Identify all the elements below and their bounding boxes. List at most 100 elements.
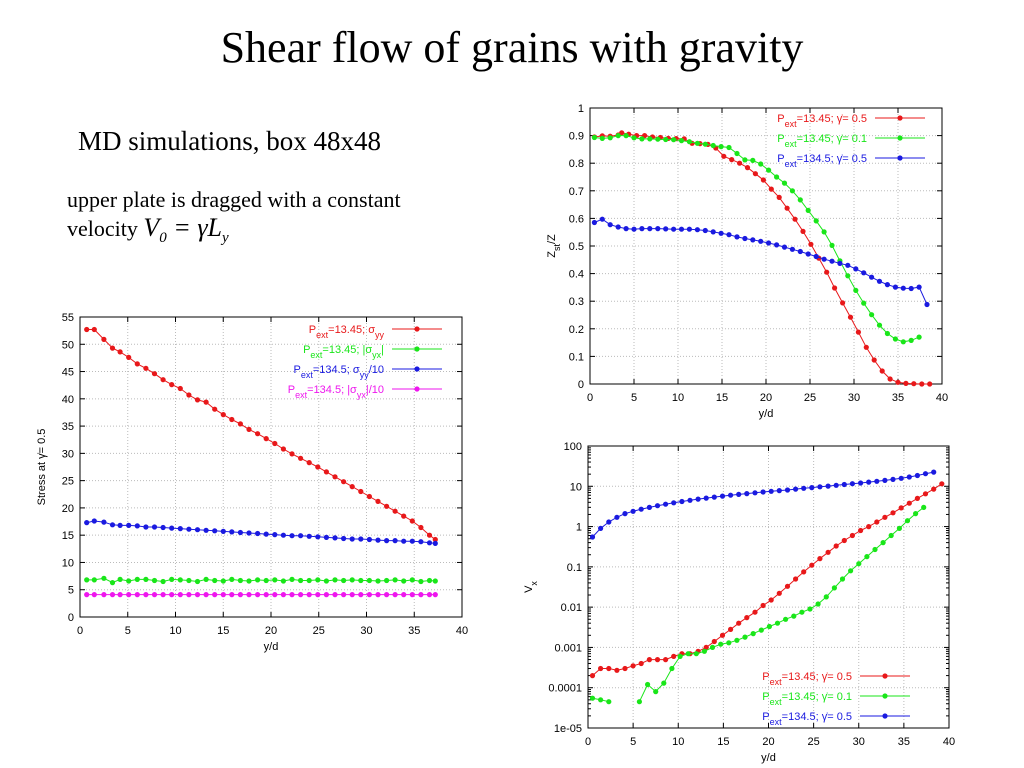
data-point-green — [418, 578, 424, 585]
data-point-blue — [750, 237, 756, 243]
x-tick-label: 40 — [936, 392, 948, 404]
data-point-blue — [671, 226, 677, 232]
data-point-blue — [229, 529, 235, 535]
description-line-2: velocity V0 = γ̇Ly — [67, 214, 401, 252]
data-point-green — [742, 634, 748, 640]
data-point-green — [864, 554, 870, 560]
data-point-green — [678, 138, 685, 144]
series-line-blue — [594, 218, 928, 305]
data-point-red — [619, 130, 625, 136]
data-point-green — [742, 157, 748, 163]
data-point-blue — [401, 538, 407, 544]
data-point-magenta — [203, 592, 209, 598]
y-axis-label: Zst/Z — [546, 234, 562, 258]
data-point-red — [220, 412, 226, 418]
data-point-red — [841, 537, 847, 544]
data-point-blue — [134, 523, 140, 529]
data-point-green — [876, 322, 883, 328]
data-point-green — [432, 578, 438, 584]
data-point-green — [358, 577, 364, 584]
data-point-red — [832, 285, 838, 291]
stress-chart: 0 5 10 15 20 25 30 35 40 0 5 10 15 20 25 30 35 40 45 50 55 y/… — [36, 312, 468, 653]
eq-lhs: V — [143, 213, 160, 242]
data-point-red — [91, 326, 97, 333]
data-point-red — [315, 464, 321, 470]
data-point-red — [721, 153, 727, 159]
data-point-green — [783, 616, 789, 622]
y-tick-label: 5 — [68, 585, 74, 597]
data-point-blue — [212, 528, 218, 534]
data-point-red — [711, 638, 717, 645]
data-point-green — [709, 644, 716, 650]
data-point-red — [927, 381, 933, 387]
data-point-blue — [272, 532, 278, 538]
data-point-red — [800, 228, 806, 234]
data-point-red — [598, 665, 604, 672]
data-point-magenta — [220, 592, 226, 598]
y-tick-label: 45 — [62, 367, 74, 379]
data-point-green — [91, 577, 97, 583]
y-tick-label: 1 — [576, 522, 582, 534]
data-point-blue — [906, 474, 912, 480]
data-point-blue — [630, 508, 636, 514]
data-point-blue — [639, 226, 645, 232]
data-point-red — [906, 500, 912, 506]
data-point-green — [203, 576, 209, 582]
data-point-blue — [736, 491, 742, 497]
data-point-green — [109, 580, 116, 586]
data-point-red — [729, 157, 735, 163]
data-point-green — [341, 577, 347, 584]
data-point-red — [109, 345, 116, 351]
data-point-green — [663, 136, 669, 143]
data-point-red — [589, 673, 596, 679]
data-point-red — [768, 597, 774, 603]
data-point-magenta — [375, 592, 381, 598]
data-point-green — [900, 339, 906, 345]
data-point-blue — [655, 226, 661, 232]
data-point-red — [703, 644, 709, 650]
y-tick-label: 0.8 — [569, 158, 584, 170]
data-point-green — [813, 218, 819, 224]
data-point-green — [718, 144, 724, 150]
data-point-red — [874, 519, 880, 525]
data-point-blue — [797, 248, 803, 255]
data-point-green — [263, 577, 269, 584]
description-line-1: upper plate is dragged with a constant — [67, 187, 401, 212]
data-point-blue — [306, 533, 312, 539]
x-tick-label: 30 — [853, 736, 865, 748]
data-point-magenta — [84, 592, 90, 598]
data-point-red — [84, 326, 90, 333]
data-point-green — [645, 681, 651, 688]
data-point-magenta — [289, 592, 295, 598]
data-point-blue — [418, 539, 424, 545]
data-point-blue — [614, 514, 620, 520]
x-tick-label: 30 — [360, 625, 372, 637]
data-point-green — [315, 577, 321, 583]
data-point-green — [229, 576, 235, 582]
data-point-red — [614, 667, 620, 673]
data-point-red — [332, 474, 338, 480]
data-point-green — [734, 150, 740, 157]
data-point-red — [736, 620, 742, 626]
y-tick-label: 0.1 — [567, 562, 582, 574]
data-point-red — [793, 576, 799, 582]
data-point-magenta — [237, 592, 243, 598]
data-point-green — [853, 287, 859, 293]
data-point-blue — [728, 492, 734, 498]
x-axis-label: y/d — [759, 408, 774, 420]
data-point-magenta — [401, 592, 407, 598]
data-point-green — [384, 577, 390, 584]
data-point-red — [143, 365, 149, 371]
data-point-blue — [866, 479, 872, 485]
data-point-green — [750, 157, 756, 163]
data-point-magenta — [134, 592, 140, 598]
y-tick-label: 50 — [62, 339, 74, 351]
y-tick-label: 0.5 — [569, 241, 584, 253]
series-line-blue — [592, 471, 934, 538]
data-point-red — [151, 371, 158, 377]
data-point-red — [744, 615, 750, 621]
data-point-blue — [607, 222, 613, 228]
data-point-blue — [426, 540, 433, 546]
data-point-green — [589, 695, 596, 701]
y-tick-label: 1 — [578, 103, 584, 115]
